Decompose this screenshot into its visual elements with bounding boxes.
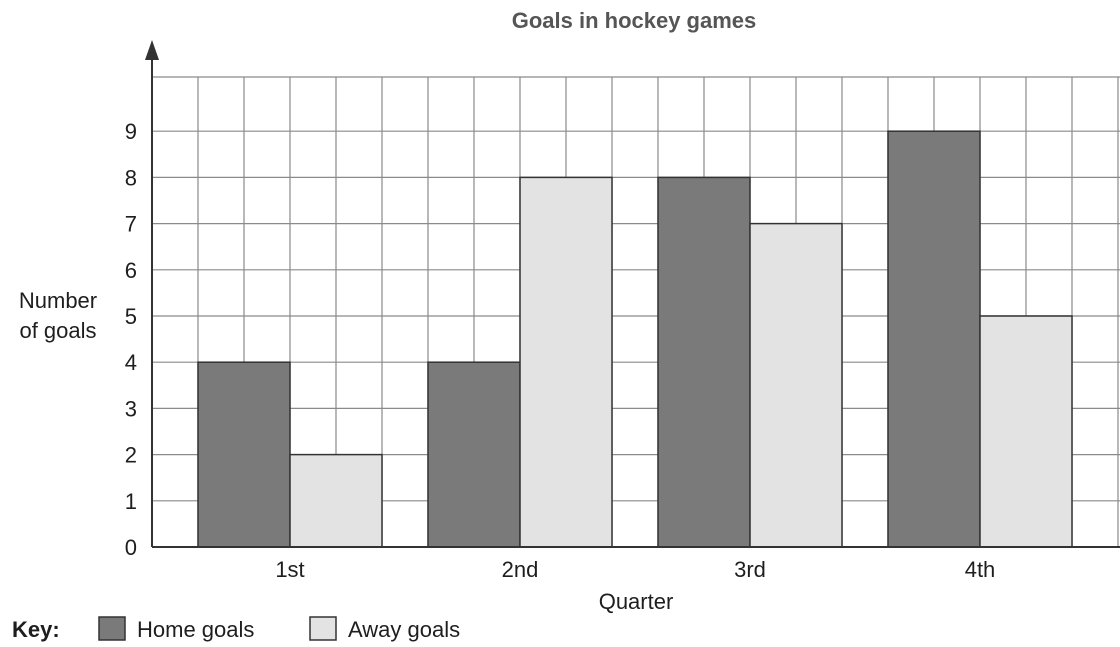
bar-home-3rd [657, 176, 751, 548]
bars [197, 130, 1073, 548]
y-axis-arrow [145, 40, 159, 60]
y-tick-label: 0 [125, 535, 137, 560]
chart-title: Goals in hockey games [512, 8, 757, 33]
y-tick-label: 2 [125, 443, 137, 468]
x-tick-labels: 1st 2nd 3rd 4th [275, 557, 995, 582]
legend-swatch-home [98, 616, 126, 641]
y-tick-label: 6 [125, 258, 137, 283]
y-tick-label: 4 [125, 350, 137, 375]
legend-swatch-away [309, 616, 337, 641]
legend-title: Key: [12, 617, 60, 642]
y-tick-labels: 0 1 2 3 4 5 6 7 8 9 [125, 119, 137, 560]
x-tick-label: 3rd [734, 557, 766, 582]
x-tick-label: 4th [965, 557, 996, 582]
y-tick-label: 3 [125, 396, 137, 421]
bar-home-4th [887, 130, 981, 548]
y-tick-label: 8 [125, 165, 137, 190]
y-tick-label: 5 [125, 304, 137, 329]
y-tick-label: 9 [125, 119, 137, 144]
y-tick-label: 1 [125, 489, 137, 514]
x-tick-label: 1st [275, 557, 304, 582]
bar-home-1st [197, 361, 291, 548]
legend: Key: Home goals Away goals [12, 616, 460, 642]
bar-away-1st [289, 453, 383, 548]
x-tick-label: 2nd [502, 557, 539, 582]
bar-home-2nd [427, 361, 521, 548]
x-axis-label: Quarter [599, 589, 674, 614]
axes [145, 40, 1120, 548]
y-axis-label-line-1: Number [19, 288, 97, 313]
y-axis-label-line-2: of goals [19, 318, 96, 343]
bar-away-3rd [749, 222, 843, 548]
bar-away-4th [979, 315, 1073, 548]
legend-label-home: Home goals [137, 617, 254, 642]
y-tick-label: 7 [125, 212, 137, 237]
bar-away-2nd [519, 176, 613, 548]
legend-label-away: Away goals [348, 617, 460, 642]
